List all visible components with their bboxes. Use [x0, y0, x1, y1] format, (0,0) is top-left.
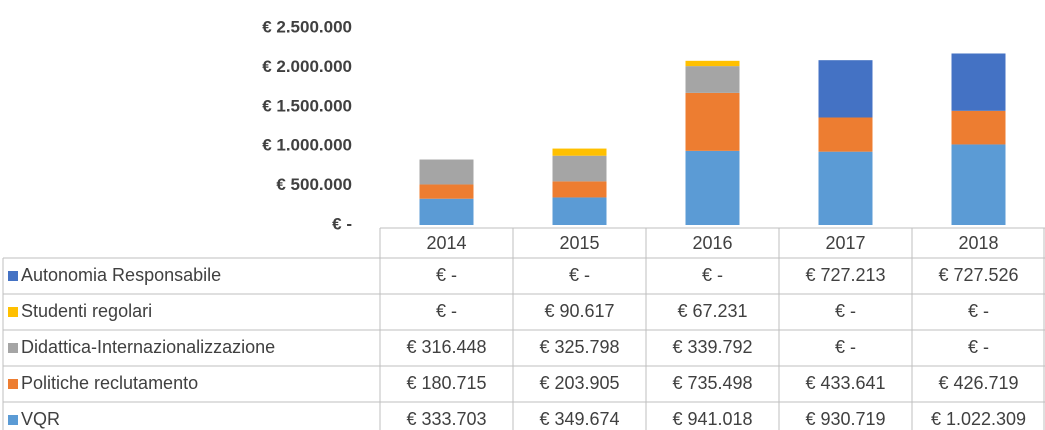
table-value: € - [702, 265, 723, 285]
table-value: € - [436, 301, 457, 321]
bar-segment [818, 60, 873, 118]
bar-segment [685, 92, 740, 151]
table-value: € 727.526 [938, 265, 1018, 285]
legend-label: Autonomia Responsabile [21, 265, 221, 285]
table-value: € 316.448 [406, 337, 486, 357]
legend-swatch [8, 379, 18, 389]
legend-swatch [8, 271, 18, 281]
bar-segment [818, 151, 873, 225]
table-value: € - [436, 265, 457, 285]
bar-segment [685, 60, 740, 67]
x-tick-label: 2014 [426, 233, 466, 253]
x-tick-label: 2016 [692, 233, 732, 253]
bar-segment [552, 155, 607, 182]
table-value: € - [835, 301, 856, 321]
bar-segment [951, 144, 1006, 225]
table-value: € 735.498 [672, 373, 752, 393]
table-value: € 90.617 [544, 301, 614, 321]
bar-segment [552, 181, 607, 198]
x-tick-label: 2015 [559, 233, 599, 253]
x-tick-label: 2017 [825, 233, 865, 253]
table-value: € 67.231 [677, 301, 747, 321]
table-value: € 930.719 [805, 409, 885, 429]
bar-segment [419, 184, 474, 199]
table-value: € 433.641 [805, 373, 885, 393]
x-tick-label: 2018 [958, 233, 998, 253]
table-value: € - [835, 337, 856, 357]
y-tick-label: € - [332, 214, 352, 233]
bar-segment [951, 53, 1006, 111]
legend-swatch [8, 307, 18, 317]
bar-segment [685, 150, 740, 225]
y-tick-label: € 1.500.000 [262, 96, 352, 115]
bar-segment [419, 159, 474, 185]
table-value: € 180.715 [406, 373, 486, 393]
table-value: € 339.792 [672, 337, 752, 357]
y-tick-label: € 2.000.000 [262, 57, 352, 76]
bar-segment [951, 110, 1006, 145]
y-tick-label: € 500.000 [276, 175, 352, 194]
table-value: € 426.719 [938, 373, 1018, 393]
table-value: € - [968, 337, 989, 357]
bar-segment [552, 148, 607, 156]
table-value: € 1.022.309 [931, 409, 1026, 429]
table-value: € 333.703 [406, 409, 486, 429]
table-value: € 941.018 [672, 409, 752, 429]
table-value: € 727.213 [805, 265, 885, 285]
legend-label: Politiche reclutamento [21, 373, 198, 393]
table-value: € - [968, 301, 989, 321]
bar-segment [419, 198, 474, 225]
bar-segment [685, 66, 740, 93]
legend-label: VQR [21, 409, 60, 429]
table-value: € 325.798 [539, 337, 619, 357]
table-value: € 349.674 [539, 409, 619, 429]
table-value: € - [569, 265, 590, 285]
table-value: € 203.905 [539, 373, 619, 393]
legend-swatch [8, 415, 18, 425]
bar-segment [552, 197, 607, 225]
bar-segment [818, 117, 873, 152]
legend-swatch [8, 343, 18, 353]
legend-label: Didattica-Internazionalizzazione [21, 337, 275, 357]
y-tick-label: € 1.000.000 [262, 136, 352, 155]
legend-label: Studenti regolari [21, 301, 152, 321]
y-tick-label: € 2.500.000 [262, 17, 352, 36]
